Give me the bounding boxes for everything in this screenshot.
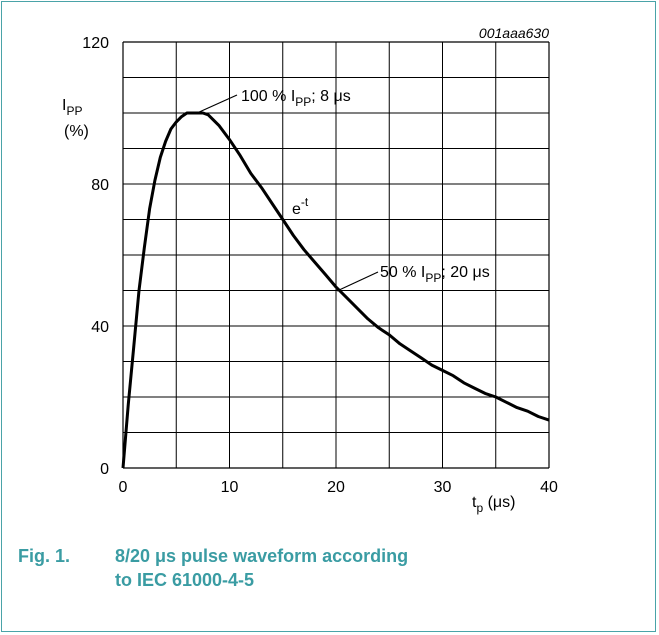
x-axis-label: tp (μs) xyxy=(472,494,515,515)
figure-caption: Fig. 1. 8/20 μs pulse waveform according … xyxy=(18,544,415,592)
decay-annotation: e-t xyxy=(292,195,309,218)
x-tick-label: 20 xyxy=(327,479,345,496)
waveform-curve xyxy=(121,111,550,469)
y-axis-unit: (%) xyxy=(64,123,89,140)
figure-id-label: 001aaa630 xyxy=(479,25,549,41)
caption-number: Fig. 1. xyxy=(18,546,71,566)
y-tick-label: 120 xyxy=(82,35,109,52)
y-axis-label: IPP xyxy=(62,97,82,118)
peak-leader-line xyxy=(196,94,238,114)
peak-annotation: 100 % IPP; 8 μs xyxy=(241,88,351,109)
y-tick-label: 0 xyxy=(100,461,109,478)
chart-grid xyxy=(122,41,550,469)
tick-labels: 0 10 20 30 40 0 40 80 120 xyxy=(82,35,558,496)
half-value-annotation: 50 % IPP; 20 μs xyxy=(380,264,490,285)
y-tick-label: 80 xyxy=(91,177,109,194)
half-leader-line xyxy=(336,271,379,292)
x-tick-label: 0 xyxy=(119,479,128,496)
x-tick-label: 10 xyxy=(221,479,239,496)
y-tick-label: 40 xyxy=(91,319,109,336)
caption-text: 8/20 μs pulse waveform according to IEC … xyxy=(115,546,409,590)
x-tick-label: 40 xyxy=(540,479,558,496)
x-tick-label: 30 xyxy=(434,479,452,496)
